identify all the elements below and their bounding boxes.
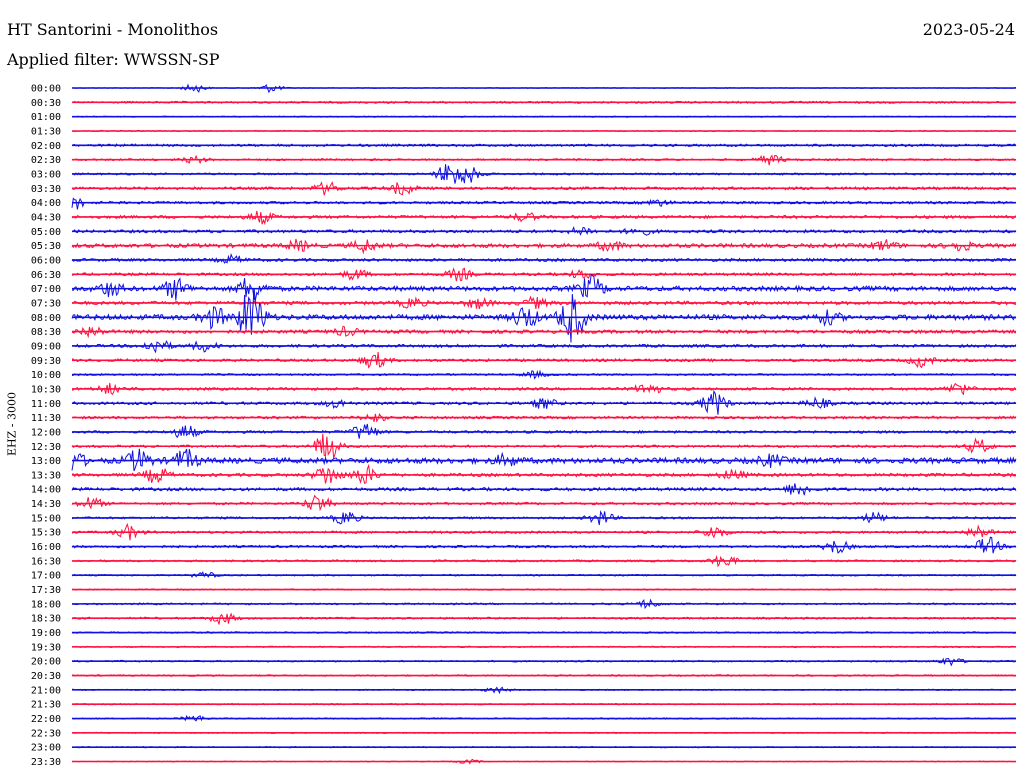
trace-line xyxy=(71,494,1017,512)
time-tick-label: 18:30 xyxy=(31,614,61,625)
time-tick-label: 11:30 xyxy=(31,413,61,424)
time-tick-label: 03:30 xyxy=(31,184,61,195)
trace-line xyxy=(71,252,1017,264)
time-tick-label: 05:30 xyxy=(31,241,61,252)
trace-line xyxy=(71,273,1017,302)
trace-line xyxy=(71,287,1017,343)
trace-line xyxy=(71,612,1017,625)
time-tick-label: 15:30 xyxy=(31,528,61,539)
time-tick-label: 15:00 xyxy=(31,513,61,524)
time-tick-label: 09:30 xyxy=(31,356,61,367)
time-tick-label: 19:00 xyxy=(31,628,61,639)
time-tick-label: 12:00 xyxy=(31,427,61,438)
time-tick-label: 12:30 xyxy=(31,442,61,453)
time-tick-label: 08:00 xyxy=(31,313,61,324)
time-tick-label: 22:30 xyxy=(31,728,61,739)
trace-line xyxy=(71,448,1017,472)
time-tick-label: 04:30 xyxy=(31,212,61,223)
time-tick-label: 23:00 xyxy=(31,743,61,754)
filter-label: Applied filter: WWSSN-SP xyxy=(7,50,220,69)
time-tick-label: 02:30 xyxy=(31,155,61,166)
time-tick-label: 10:00 xyxy=(31,370,61,381)
time-tick-label: 21:00 xyxy=(31,685,61,696)
time-tick-label: 13:00 xyxy=(31,456,61,467)
time-tick-label: 21:30 xyxy=(31,700,61,711)
time-tick-label: 09:00 xyxy=(31,341,61,352)
time-tick-label: 19:30 xyxy=(31,642,61,653)
time-tick-label: 10:30 xyxy=(31,384,61,395)
time-tick-label: 20:30 xyxy=(31,671,61,682)
time-tick-label: 06:30 xyxy=(31,270,61,281)
time-tick-label: 01:30 xyxy=(31,126,61,137)
time-tick-label: 13:30 xyxy=(31,470,61,481)
time-tick-label: 18:00 xyxy=(31,599,61,610)
time-tick-label: 03:00 xyxy=(31,169,61,180)
time-tick-label: 17:00 xyxy=(31,571,61,582)
time-tick-label: 17:30 xyxy=(31,585,61,596)
time-tick-label: 02:00 xyxy=(31,141,61,152)
time-tick-label: 20:00 xyxy=(31,657,61,668)
trace-line xyxy=(71,536,1017,554)
station-title: HT Santorini - Monolithos xyxy=(7,20,219,39)
time-tick-label: 00:00 xyxy=(31,84,61,95)
time-tick-label: 08:30 xyxy=(31,327,61,338)
trace-line xyxy=(71,197,1017,210)
time-tick-label: 01:00 xyxy=(31,112,61,123)
time-tick-label: 07:30 xyxy=(31,298,61,309)
time-tick-label: 23:30 xyxy=(31,757,61,768)
record-date: 2023-05-24 xyxy=(922,20,1015,39)
time-tick-label: 14:00 xyxy=(31,485,61,496)
time-tick-label: 00:30 xyxy=(31,98,61,109)
time-tick-label: 06:00 xyxy=(31,255,61,266)
time-tick-label: 16:00 xyxy=(31,542,61,553)
time-tick-label: 05:00 xyxy=(31,227,61,238)
time-tick-label: 11:00 xyxy=(31,399,61,410)
time-tick-label: 04:00 xyxy=(31,198,61,209)
time-tick-label: 07:00 xyxy=(31,284,61,295)
time-tick-label: 22:00 xyxy=(31,714,61,725)
time-tick-label: 14:30 xyxy=(31,499,61,510)
time-tick-label: 16:30 xyxy=(31,556,61,567)
